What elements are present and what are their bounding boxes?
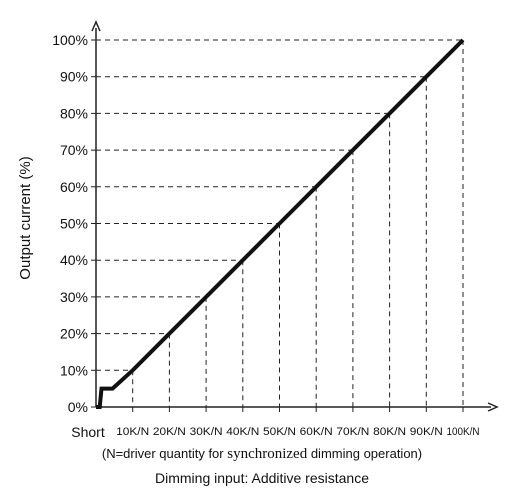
- x-tick-label-90: 90K/N: [410, 426, 443, 438]
- x-start-label: Short: [71, 424, 105, 440]
- footnote-text-end: dimming operation): [307, 446, 423, 461]
- x-axis-arrow: [487, 402, 499, 412]
- x-tick-label-10: 10K/N: [116, 426, 149, 438]
- x-tick-label-80: 80K/N: [373, 426, 406, 438]
- footnote-text-start: (N=driver quantity for: [101, 446, 228, 461]
- output-current-line: [96, 38, 465, 409]
- y-tick-label-40: 40%: [60, 252, 88, 268]
- y-axis-ticks: 0% 10% 20% 30% 40% 50% 60% 70% 80% 90% 100%: [52, 32, 96, 415]
- x-tick-label-20: 20K/N: [153, 426, 186, 438]
- x-tick-label-40: 40K/N: [226, 426, 259, 438]
- y-tick-label-90: 90%: [60, 69, 88, 85]
- x-tick-label-50: 50K/N: [263, 426, 296, 438]
- y-tick-label-0: 0%: [68, 399, 88, 415]
- x-tick-label-70: 70K/N: [336, 426, 369, 438]
- y-tick-label-100: 100%: [52, 32, 88, 48]
- y-tick-label-70: 70%: [60, 142, 88, 158]
- x-tick-label-60: 60K/N: [300, 426, 333, 438]
- y-tick-label-50: 50%: [60, 216, 88, 232]
- y-tick-label-60: 60%: [60, 179, 88, 195]
- y-tick-label-20: 20%: [60, 326, 88, 342]
- chart-axes: [91, 20, 499, 412]
- x-tick-label-100: 100K/N: [447, 426, 480, 438]
- y-axis-label: Output current (%): [17, 156, 34, 279]
- x-axis-ticks: 10K/N 20K/N 30K/N 40K/N 50K/N 60K/N 70K/N 80K/N…: [116, 407, 480, 438]
- x-axis-title: Dimming input: Additive resistance: [155, 470, 369, 486]
- y-tick-label-30: 30%: [60, 289, 88, 305]
- footnote-highlight: synchronized: [227, 446, 308, 462]
- y-tick-label-80: 80%: [60, 105, 88, 121]
- y-tick-label-10: 10%: [60, 362, 88, 378]
- x-tick-label-30: 30K/N: [190, 426, 223, 438]
- chart-footnote: (N=driver quantity for synchronized dimm…: [0, 446, 524, 463]
- y-axis-arrow: [91, 20, 101, 32]
- dashed-guides: [96, 39, 464, 407]
